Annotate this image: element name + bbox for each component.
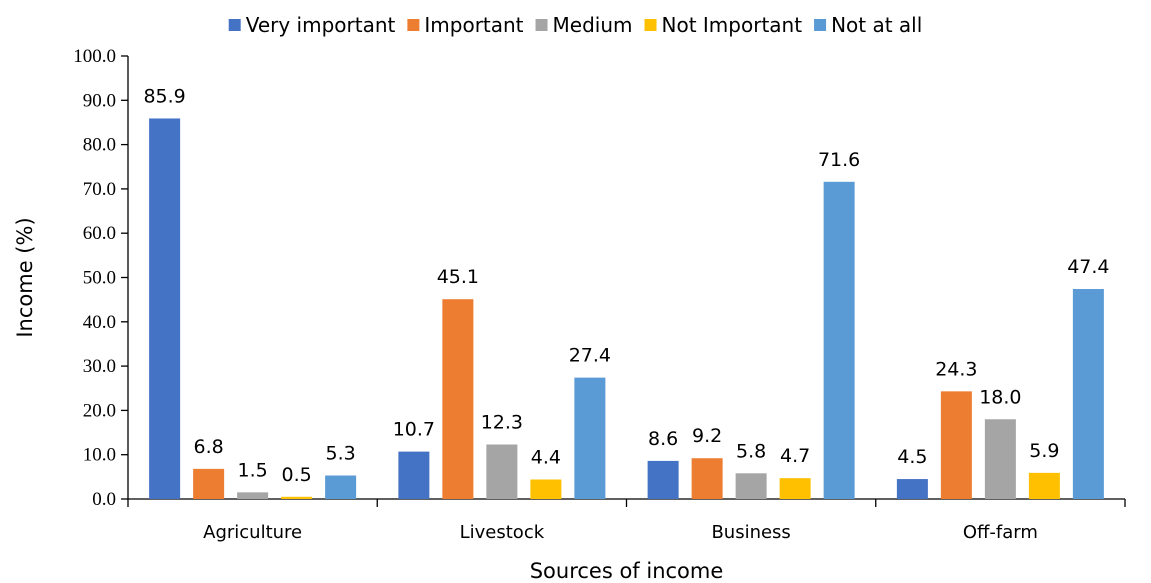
legend-item-not-important: Not Important xyxy=(644,13,803,37)
bar-livestock-not-at-all xyxy=(574,377,606,499)
y-axis-title: Income (%) xyxy=(13,217,37,337)
legend-swatch xyxy=(814,19,827,31)
data-labels: 85.9 6.8 1.5 0.5 5.3 10.7 45.1 12.3 4.4 27.4 8.6 9.… xyxy=(143,85,1109,485)
data-label-business-not-at-all: 71.6 xyxy=(818,149,860,171)
data-label-off-farm-medium: 18.0 xyxy=(979,386,1021,408)
bar-off-farm-not-at-all xyxy=(1072,289,1104,499)
bar-agriculture-not-important xyxy=(281,496,313,499)
data-label-business-very-important: 8.6 xyxy=(648,428,678,450)
bar-agriculture-medium xyxy=(237,492,269,499)
data-label-off-farm-important: 24.3 xyxy=(935,358,977,380)
data-label-business-not-important: 4.7 xyxy=(780,445,810,467)
data-label-off-farm-not-at-all: 47.4 xyxy=(1067,256,1109,278)
bar-business-very-important xyxy=(647,460,679,499)
bar-business-important xyxy=(691,458,723,499)
data-label-off-farm-not-important: 5.9 xyxy=(1029,440,1059,462)
y-tick-label: 30.0 xyxy=(83,356,116,377)
bar-livestock-medium xyxy=(486,444,518,499)
bar-agriculture-important xyxy=(193,468,225,499)
legend-swatch xyxy=(644,19,657,31)
bar-livestock-important xyxy=(442,299,474,499)
legend: Very important Important Medium Not Importa… xyxy=(228,13,922,37)
data-label-agriculture-not-important: 0.5 xyxy=(282,464,312,486)
data-label-agriculture-very-important: 85.9 xyxy=(143,85,185,107)
y-tick-label: 50.0 xyxy=(83,268,116,289)
data-label-livestock-medium: 12.3 xyxy=(481,412,523,434)
legend-label: Medium xyxy=(553,13,633,37)
legend-label: Not at all xyxy=(831,13,922,37)
y-tick-label: 40.0 xyxy=(83,312,116,333)
bar-off-farm-medium xyxy=(984,419,1016,499)
x-tick-label-livestock: Livestock xyxy=(460,522,545,543)
x-tick-label-off-farm: Off-farm xyxy=(963,522,1038,543)
data-label-business-important: 9.2 xyxy=(692,425,722,447)
bar-livestock-not-important xyxy=(530,479,562,499)
x-tick-label-business: Business xyxy=(711,522,790,543)
legend-label: Very important xyxy=(246,13,396,37)
y-tick-label: 10.0 xyxy=(83,445,116,466)
y-tick-label: 90.0 xyxy=(83,90,116,111)
legend-label: Not Important xyxy=(662,13,803,37)
legend-item-not-at-all: Not at all xyxy=(814,13,922,37)
legend-item-important: Important xyxy=(407,13,524,37)
bar-business-medium xyxy=(735,473,767,499)
data-label-livestock-not-important: 4.4 xyxy=(531,447,561,469)
bar-agriculture-not-at-all xyxy=(325,475,357,499)
y-tick-label: 60.0 xyxy=(83,223,116,244)
legend-swatch xyxy=(535,19,548,31)
bars xyxy=(149,118,1104,499)
legend-item-medium: Medium xyxy=(535,13,633,37)
legend-swatch xyxy=(407,19,420,31)
data-label-livestock-very-important: 10.7 xyxy=(393,419,435,441)
data-label-livestock-important: 45.1 xyxy=(437,266,479,288)
data-label-off-farm-very-important: 4.5 xyxy=(897,446,927,468)
bar-off-farm-important xyxy=(940,391,972,499)
data-label-business-medium: 5.8 xyxy=(736,440,766,462)
bar-agriculture-very-important xyxy=(149,118,181,499)
bar-livestock-very-important xyxy=(398,451,430,499)
y-tick-label: 80.0 xyxy=(83,135,116,156)
y-tick-label: 0.0 xyxy=(92,489,116,510)
legend-item-very-important: Very important xyxy=(228,13,396,37)
data-label-livestock-not-at-all: 27.4 xyxy=(569,345,611,367)
y-tick-label: 20.0 xyxy=(83,400,116,421)
data-label-agriculture-medium: 1.5 xyxy=(238,459,268,481)
bar-off-farm-not-important xyxy=(1028,472,1060,499)
x-axis: Agriculture Livestock Business Off-farm xyxy=(127,498,1126,543)
data-label-agriculture-important: 6.8 xyxy=(194,436,224,458)
y-tick-label: 100.0 xyxy=(73,46,116,67)
y-axis: 0.0 10.0 20.0 30.0 40.0 50.0 60.0 70.0 80.0 90.0 1… xyxy=(73,46,129,510)
bar-business-not-at-all xyxy=(823,181,855,499)
bar-business-not-important xyxy=(779,478,811,499)
legend-label: Important xyxy=(424,13,523,37)
bar-off-farm-very-important xyxy=(896,479,928,499)
legend-swatch xyxy=(228,19,241,31)
data-label-agriculture-not-at-all: 5.3 xyxy=(326,443,356,465)
y-tick-label: 70.0 xyxy=(83,179,116,200)
x-axis-title: Sources of income xyxy=(530,559,724,583)
x-tick-label-agriculture: Agriculture xyxy=(203,522,302,543)
